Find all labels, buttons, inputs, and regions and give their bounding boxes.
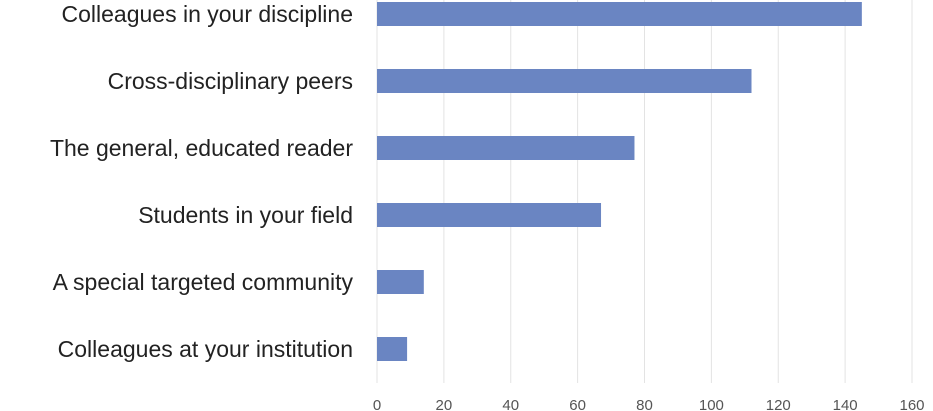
- x-tick-label-60: 60: [569, 397, 586, 411]
- bar-3: [377, 136, 635, 160]
- grid-lines: [376, 0, 913, 383]
- category-labels: Colleagues in your discipline Cross-disci…: [50, 1, 354, 362]
- x-tick-label-140: 140: [833, 397, 858, 411]
- bar-4: [377, 203, 602, 227]
- bar-1: [377, 2, 862, 26]
- x-tick-label-100: 100: [699, 397, 724, 411]
- bar-2: [377, 69, 752, 93]
- category-label-4: Students in your field: [138, 202, 353, 228]
- category-label-5: A special targeted community: [53, 269, 354, 295]
- category-label-1: Colleagues in your discipline: [62, 1, 354, 27]
- category-label-3: The general, educated reader: [50, 135, 353, 161]
- x-tick-label-0: 0: [373, 397, 381, 411]
- x-tick-label-160: 160: [899, 397, 924, 411]
- x-tick-label-80: 80: [636, 397, 653, 411]
- x-tick-label-40: 40: [502, 397, 519, 411]
- category-label-6: Colleagues at your institution: [58, 336, 353, 362]
- bar-5: [377, 270, 424, 294]
- bars: [377, 2, 862, 361]
- category-label-2: Cross-disciplinary peers: [108, 68, 353, 94]
- bar-6: [377, 337, 408, 361]
- x-tick-label-120: 120: [766, 397, 791, 411]
- x-axis-tick-labels: 0 20 40 60 80 100 120 140 160: [373, 397, 925, 411]
- x-tick-label-20: 20: [436, 397, 453, 411]
